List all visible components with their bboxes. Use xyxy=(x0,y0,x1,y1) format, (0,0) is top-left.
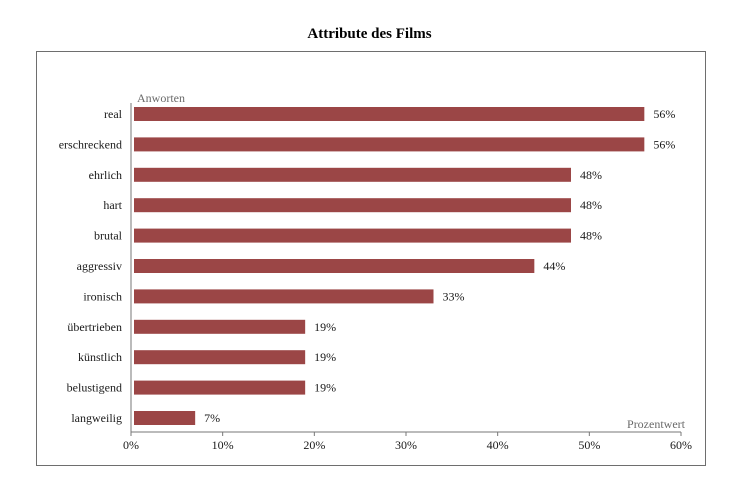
bar xyxy=(134,411,196,425)
x-tick-label: 20% xyxy=(303,438,325,452)
category-label: übertrieben xyxy=(67,320,122,334)
x-axis-title: Prozentwert xyxy=(627,417,686,431)
category-label: real xyxy=(104,107,123,121)
data-label: 48% xyxy=(580,168,602,182)
category-label: künstlich xyxy=(78,350,122,364)
labels-group: 0% 10% 20% 30% 40% 50% 60% real 56% erschreckend 5… xyxy=(59,107,692,452)
x-tick-label: 50% xyxy=(578,438,600,452)
y-axis-title: Anworten xyxy=(137,91,185,105)
data-label: 56% xyxy=(653,107,675,121)
bar xyxy=(134,350,306,365)
x-tick-label: 30% xyxy=(395,438,417,452)
bars-group xyxy=(134,107,645,425)
bar xyxy=(134,319,306,334)
bar xyxy=(134,289,434,304)
data-label: 56% xyxy=(653,137,675,151)
data-label: 19% xyxy=(314,381,336,395)
chart-axes xyxy=(130,103,682,436)
bar xyxy=(134,137,645,152)
category-label: belustigend xyxy=(67,381,122,395)
x-tick-label: 60% xyxy=(670,438,692,452)
category-label: langweilig xyxy=(71,411,122,425)
x-tick-label: 0% xyxy=(123,438,139,452)
bar xyxy=(134,259,535,273)
category-label: ironisch xyxy=(83,289,122,303)
x-tick-label: 40% xyxy=(487,438,509,452)
bar xyxy=(134,198,571,213)
data-label: 48% xyxy=(580,198,602,212)
category-label: brutal xyxy=(94,229,123,243)
data-label: 19% xyxy=(314,350,336,364)
chart-title: Attribute des Films xyxy=(307,26,432,42)
bar xyxy=(134,107,645,121)
category-label: aggressiv xyxy=(77,259,122,273)
bar xyxy=(134,167,571,182)
category-label: hart xyxy=(103,198,122,212)
chart-frame xyxy=(36,51,706,466)
x-tick-label: 10% xyxy=(212,438,234,452)
data-label: 44% xyxy=(543,259,565,273)
data-label: 7% xyxy=(204,411,220,425)
bar xyxy=(134,228,571,243)
data-label: 33% xyxy=(443,289,465,303)
data-label: 19% xyxy=(314,320,336,334)
category-label: ehrlich xyxy=(89,168,122,182)
bar xyxy=(134,380,306,395)
category-label: erschreckend xyxy=(59,137,122,151)
data-label: 48% xyxy=(580,229,602,243)
